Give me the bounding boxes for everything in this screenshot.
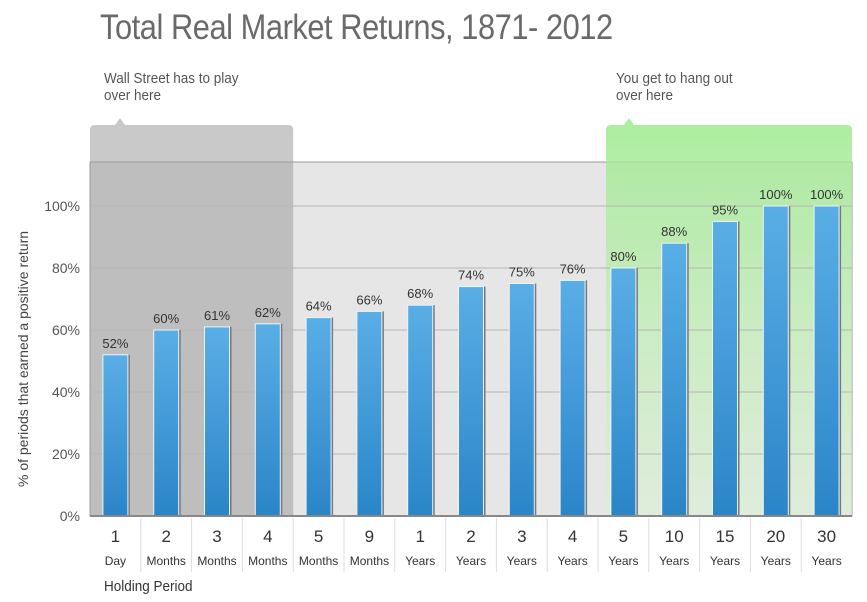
x-tick-unit: Months <box>147 554 186 568</box>
bar <box>407 304 434 517</box>
x-tick-number: 9 <box>365 527 374 546</box>
x-tick-number: 2 <box>466 527 475 546</box>
chart-title: Total Real Market Returns, 1871- 2012 <box>100 8 613 47</box>
x-tick-number: 30 <box>817 527 836 546</box>
data-label: 88% <box>661 224 687 239</box>
x-tick-number: 4 <box>568 527 577 546</box>
x-tick-unit: Months <box>299 554 338 568</box>
x-tick-unit: Years <box>507 554 537 568</box>
x-tick-unit: Months <box>248 554 287 568</box>
y-tick-label: 40% <box>52 384 80 400</box>
x-tick-number: 20 <box>766 527 785 546</box>
bar <box>813 205 840 517</box>
data-label: 75% <box>509 265 535 280</box>
bar <box>102 354 129 517</box>
bar <box>661 242 688 517</box>
x-tick-unit: Months <box>197 554 236 568</box>
data-label: 76% <box>560 261 586 276</box>
x-axis-label: Holding Period <box>104 578 193 595</box>
annotation-line: You get to hang out <box>616 70 733 87</box>
data-label: 62% <box>255 305 281 320</box>
bar <box>508 283 535 517</box>
data-label: 66% <box>356 292 382 307</box>
y-tick-label: 100% <box>44 198 80 214</box>
data-label: 95% <box>712 203 738 218</box>
x-tick-number: 4 <box>263 527 272 546</box>
bar <box>610 267 637 517</box>
data-label: 80% <box>610 249 636 264</box>
bar <box>712 221 738 517</box>
x-tick-number: 10 <box>665 527 684 546</box>
bar <box>204 326 230 517</box>
data-label: 52% <box>102 336 128 351</box>
x-tick-unit: Years <box>405 554 435 568</box>
x-tick-unit: Years <box>710 554 740 568</box>
annotation-line: over here <box>104 87 162 104</box>
x-tick-unit: Years <box>761 554 791 568</box>
data-label: 100% <box>759 187 793 202</box>
data-label: 64% <box>306 299 332 314</box>
x-tick-number: 1 <box>415 527 424 546</box>
data-label: 61% <box>204 308 230 323</box>
y-tick-label: 60% <box>52 322 80 338</box>
y-axis-label: % of periods that earned a positive retu… <box>15 231 31 487</box>
x-tick-unit: Years <box>659 554 689 568</box>
data-label: 100% <box>810 187 844 202</box>
x-tick-unit: Months <box>350 554 389 568</box>
x-tick-unit: Years <box>608 554 638 568</box>
bar <box>458 286 484 517</box>
annotation-wall-street: Wall Street has to play over here <box>104 70 239 104</box>
x-tick-unit: Years <box>557 554 587 568</box>
y-tick-label: 20% <box>52 446 80 462</box>
x-tick-unit: Years <box>456 554 486 568</box>
data-label: 68% <box>407 286 433 301</box>
bar <box>356 310 383 517</box>
x-tick-number: 15 <box>716 527 735 546</box>
highlight-short-term <box>90 118 294 516</box>
data-label: 74% <box>458 268 484 283</box>
bar <box>254 323 281 517</box>
annotation-you: You get to hang out over here <box>616 70 733 104</box>
y-tick-label: 80% <box>52 260 80 276</box>
x-tick-number: 5 <box>314 527 323 546</box>
bar <box>762 205 789 517</box>
x-tick-number: 2 <box>161 527 170 546</box>
annotation-line: over here <box>616 87 674 104</box>
x-tick-number: 1 <box>111 527 120 546</box>
x-tick-number: 3 <box>212 527 221 546</box>
x-tick-number: 5 <box>619 527 628 546</box>
bar <box>559 279 586 517</box>
x-tick-number: 3 <box>517 527 526 546</box>
x-tick-unit: Day <box>105 554 126 568</box>
annotation-line: Wall Street has to play <box>104 70 239 87</box>
bar <box>305 317 332 517</box>
y-tick-label: 0% <box>60 508 80 524</box>
x-tick-unit: Years <box>811 554 841 568</box>
data-label: 60% <box>153 311 179 326</box>
bar <box>153 329 180 517</box>
